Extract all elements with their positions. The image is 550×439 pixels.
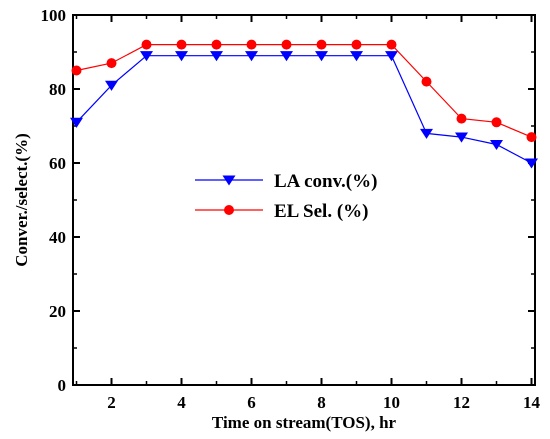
axis-ticks: 0 20 40 60 80 100 2 4 6 8 10 12 14 — [41, 6, 541, 412]
x-tick-label: 14 — [523, 393, 541, 412]
series-layer — [70, 39, 538, 169]
y-tick-label: 60 — [49, 154, 66, 173]
data-point — [280, 51, 293, 62]
x-tick-label: 10 — [383, 393, 400, 412]
data-point — [105, 80, 118, 91]
y-tick-label: 40 — [49, 228, 66, 247]
y-tick-label: 100 — [41, 6, 67, 25]
data-point — [350, 51, 363, 62]
data-point — [175, 51, 188, 62]
data-point — [421, 76, 432, 87]
y-tick-label: 20 — [49, 302, 66, 321]
data-point — [106, 58, 117, 69]
data-point — [351, 39, 362, 50]
x-axis-title: Time on stream(TOS), hr — [212, 413, 397, 432]
legend-label: EL Sel. (%) — [274, 201, 368, 222]
data-point — [281, 39, 292, 50]
data-point — [526, 132, 537, 143]
data-point — [176, 39, 187, 50]
data-point — [246, 39, 257, 50]
data-point — [70, 117, 83, 128]
data-point — [386, 39, 397, 50]
legend: LA conv.(%) EL Sel. (%) — [195, 171, 377, 222]
x-tick-label: 4 — [177, 393, 186, 412]
data-point — [315, 51, 328, 62]
data-point — [316, 39, 327, 50]
legend-marker — [224, 205, 234, 215]
data-point — [525, 158, 538, 169]
legend-marker — [222, 175, 236, 186]
series-line — [76, 55, 532, 164]
series-0 — [70, 51, 538, 169]
plot-frame — [72, 14, 536, 386]
x-tick-label: 8 — [317, 393, 326, 412]
data-point — [491, 117, 502, 128]
data-point — [420, 128, 433, 139]
legend-label: LA conv.(%) — [274, 171, 377, 192]
data-point — [71, 65, 82, 76]
data-point — [456, 113, 467, 124]
series-1 — [71, 39, 537, 143]
x-tick-label: 12 — [453, 393, 470, 412]
data-point — [385, 51, 398, 62]
data-point — [245, 51, 258, 62]
data-point — [211, 39, 222, 50]
data-point — [455, 132, 468, 143]
series-line — [76, 43, 532, 138]
y-tick-label: 0 — [58, 376, 67, 395]
data-point — [490, 139, 503, 151]
data-point — [141, 39, 152, 50]
y-tick-label: 80 — [49, 80, 66, 99]
x-tick-label: 2 — [107, 393, 116, 412]
data-point — [210, 51, 223, 62]
y-axis-title: Conver./select.(%) — [12, 133, 31, 266]
data-point — [140, 51, 153, 62]
x-tick-label: 6 — [247, 393, 256, 412]
